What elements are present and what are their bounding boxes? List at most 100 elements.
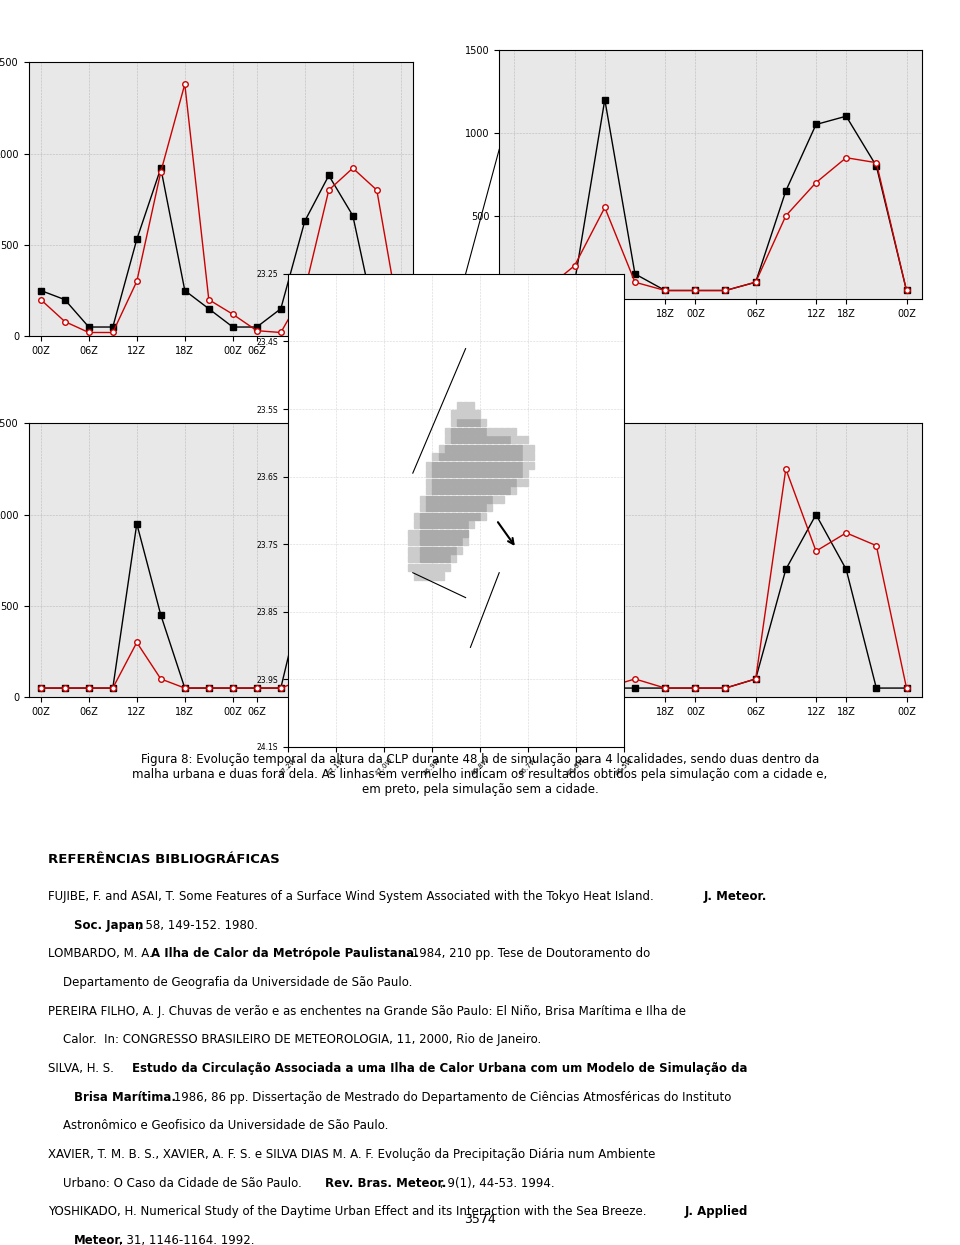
Bar <box>523 471 528 477</box>
Bar <box>493 496 498 503</box>
Bar <box>475 411 480 418</box>
Bar <box>523 436 528 443</box>
Bar <box>439 462 444 469</box>
Bar <box>444 487 449 494</box>
Bar <box>457 436 462 443</box>
Text: 1984, 210 pp. Tese de Doutoramento do: 1984, 210 pp. Tese de Doutoramento do <box>408 947 651 960</box>
Bar <box>505 471 510 477</box>
Text: Departamento de Geografia da Universidade de São Paulo.: Departamento de Geografia da Universidad… <box>48 976 413 989</box>
Bar <box>463 487 468 494</box>
Bar <box>444 513 449 520</box>
Bar <box>468 427 474 435</box>
Bar <box>463 538 468 545</box>
Bar <box>468 402 474 410</box>
Bar <box>444 555 449 563</box>
Bar <box>468 453 474 461</box>
Bar <box>468 496 474 503</box>
Bar <box>444 471 449 477</box>
Bar <box>415 555 420 563</box>
Bar <box>481 420 486 426</box>
Bar <box>499 436 504 443</box>
Bar <box>450 547 456 554</box>
Bar <box>420 496 425 503</box>
Bar <box>481 487 486 494</box>
Bar <box>468 436 474 443</box>
Bar <box>444 547 449 554</box>
Bar <box>450 462 456 469</box>
Bar <box>523 478 528 486</box>
Bar <box>517 436 522 443</box>
Bar <box>432 487 438 494</box>
Text: Meteor.: Meteor. <box>74 1234 124 1245</box>
Bar <box>426 564 432 571</box>
Bar <box>426 538 432 545</box>
Bar <box>408 564 414 571</box>
Bar <box>426 513 432 520</box>
Bar <box>457 462 462 469</box>
Bar <box>523 444 528 452</box>
Bar <box>408 555 414 563</box>
Bar <box>444 444 449 452</box>
Bar <box>475 444 480 452</box>
Bar <box>523 462 528 469</box>
Bar <box>511 462 516 469</box>
Bar <box>468 504 474 512</box>
Bar <box>481 427 486 435</box>
Bar <box>420 504 425 512</box>
Bar <box>457 402 462 410</box>
Bar <box>450 444 456 452</box>
Bar <box>415 538 420 545</box>
Bar <box>499 471 504 477</box>
Bar <box>439 538 444 545</box>
Bar <box>499 462 504 469</box>
Bar <box>463 471 468 477</box>
Bar <box>481 453 486 461</box>
Bar <box>468 513 474 520</box>
Bar <box>439 496 444 503</box>
Bar <box>517 478 522 486</box>
Bar <box>457 411 462 418</box>
Bar <box>415 564 420 571</box>
Bar <box>439 529 444 537</box>
Bar <box>463 444 468 452</box>
Bar <box>426 504 432 512</box>
Bar <box>450 471 456 477</box>
Bar <box>457 513 462 520</box>
Bar <box>475 462 480 469</box>
Bar <box>439 564 444 571</box>
Bar <box>426 471 432 477</box>
Bar <box>408 529 414 537</box>
Bar <box>439 555 444 563</box>
Bar <box>457 522 462 528</box>
Bar <box>505 427 510 435</box>
Bar <box>505 453 510 461</box>
Bar <box>450 496 456 503</box>
Bar <box>493 436 498 443</box>
Bar <box>481 478 486 486</box>
Text: Astronômico e Geofisico da Universidade de São Paulo.: Astronômico e Geofisico da Universidade … <box>48 1119 389 1132</box>
Bar <box>432 538 438 545</box>
Bar <box>450 436 456 443</box>
Bar <box>420 555 425 563</box>
Bar <box>511 453 516 461</box>
Bar <box>463 478 468 486</box>
Bar <box>463 411 468 418</box>
Bar <box>493 478 498 486</box>
Bar <box>463 427 468 435</box>
Bar <box>439 444 444 452</box>
Bar <box>517 453 522 461</box>
Bar <box>468 522 474 528</box>
Bar <box>468 444 474 452</box>
Text: YOSHIKADO, H. Numerical Study of the Daytime Urban Effect and its Interaction wi: YOSHIKADO, H. Numerical Study of the Day… <box>48 1205 650 1218</box>
Bar <box>481 496 486 503</box>
Bar <box>444 462 449 469</box>
Bar <box>426 547 432 554</box>
Bar <box>481 436 486 443</box>
Bar <box>468 462 474 469</box>
Bar <box>463 513 468 520</box>
Text: A Ilha de Calor da Metrópole Paulistana.: A Ilha de Calor da Metrópole Paulistana. <box>151 947 419 960</box>
Bar <box>487 471 492 477</box>
Text: LOMBARDO, M. A.: LOMBARDO, M. A. <box>48 947 156 960</box>
Bar <box>463 462 468 469</box>
Bar <box>487 504 492 512</box>
